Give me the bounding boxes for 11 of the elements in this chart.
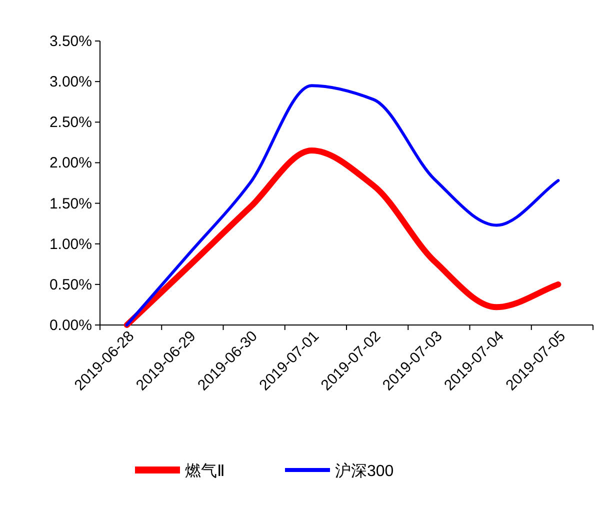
- y-tick-label: 2.00%: [49, 154, 92, 172]
- y-tick-label: 3.00%: [49, 74, 92, 91]
- y-tick-label: 1.50%: [49, 195, 92, 212]
- y-tick-label: 3.50%: [49, 33, 92, 50]
- y-tick-label: 0.50%: [49, 276, 92, 294]
- y-tick-label: 2.50%: [49, 114, 92, 132]
- y-tick-label: 1.00%: [49, 236, 92, 253]
- legend-label: 燃气Ⅱ: [185, 463, 225, 480]
- y-tick-label: 0.00%: [49, 317, 92, 334]
- line-series: [125, 84, 560, 326]
- legend-label: 沪深300: [335, 462, 394, 480]
